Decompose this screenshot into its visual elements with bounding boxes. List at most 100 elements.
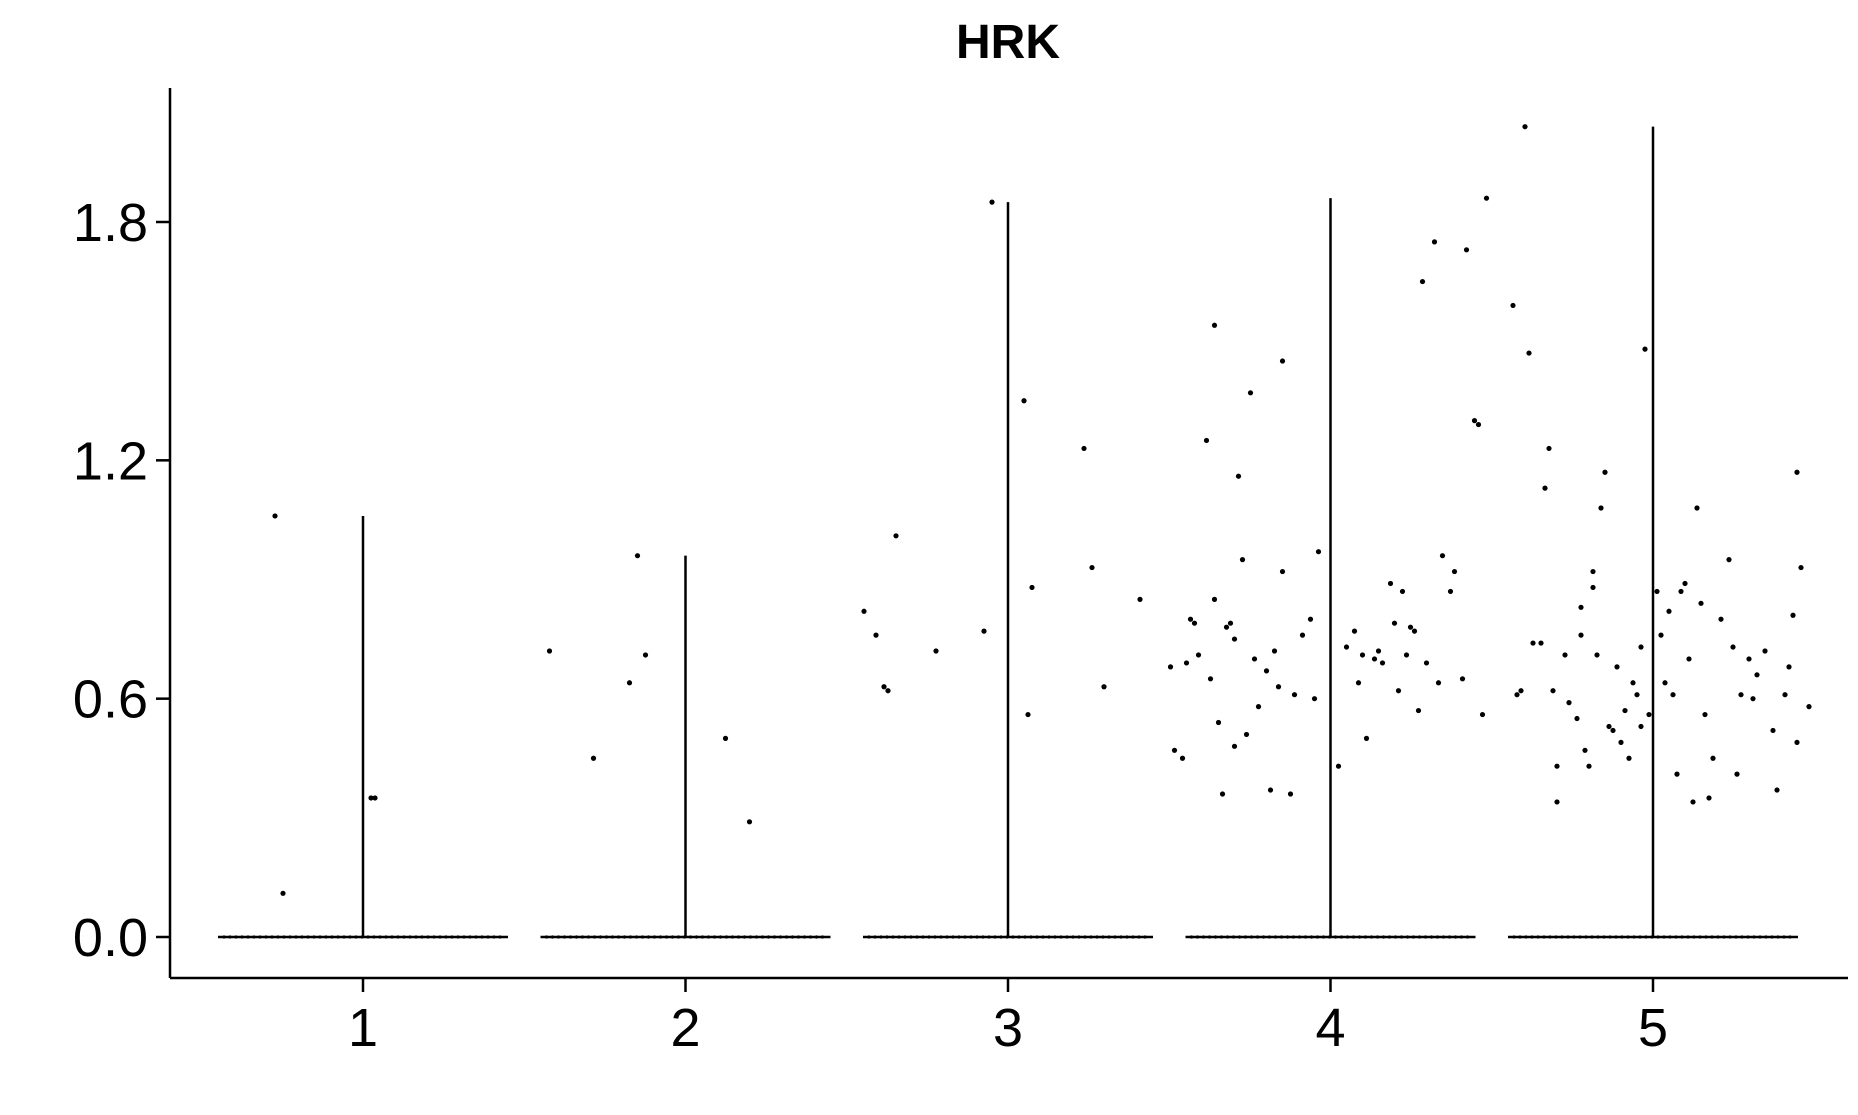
zero-point: [1125, 935, 1129, 939]
data-point: [1754, 672, 1760, 678]
data-point: [1195, 652, 1202, 658]
zero-point: [616, 935, 621, 939]
zero-point: [1243, 935, 1248, 939]
data-point: [1622, 707, 1628, 714]
data-point: [1363, 735, 1370, 741]
zero-point: [1357, 935, 1362, 939]
data-point: [1299, 632, 1306, 638]
zero-point: [288, 935, 292, 939]
data-point: [1343, 644, 1350, 650]
zero-point: [1752, 935, 1756, 939]
data-point: [1614, 664, 1620, 670]
zero-point: [963, 935, 967, 939]
zero-point: [1207, 935, 1212, 939]
data-point: [1782, 692, 1788, 698]
data-point: [634, 553, 641, 559]
data-point: [1702, 711, 1708, 718]
data-point: [1279, 358, 1286, 364]
data-point: [1694, 505, 1700, 511]
data-point: [1586, 763, 1592, 769]
data-point: [1590, 568, 1596, 575]
zero-point: [1369, 935, 1374, 939]
zero-point: [1524, 935, 1528, 939]
zero-point: [1297, 935, 1302, 939]
data-point: [1606, 723, 1612, 730]
zero-point: [1692, 935, 1696, 939]
zero-point: [730, 935, 735, 939]
zero-point: [1704, 935, 1708, 939]
zero-point: [228, 935, 232, 939]
zero-point: [1716, 935, 1720, 939]
zero-point: [658, 935, 663, 939]
zero-point: [796, 935, 801, 939]
zero-point: [1668, 935, 1672, 939]
zero-point: [1614, 935, 1618, 939]
data-point: [893, 533, 899, 539]
zero-point: [1089, 935, 1093, 939]
data-point: [1726, 557, 1732, 563]
zero-point: [444, 935, 448, 939]
data-point: [1235, 473, 1242, 479]
zero-point: [1530, 935, 1534, 939]
zero-point: [1017, 935, 1021, 939]
zero-point: [1518, 935, 1522, 939]
zero-point: [1345, 935, 1350, 939]
data-point: [1662, 680, 1668, 686]
zero-point: [1101, 935, 1105, 939]
data-point: [1291, 692, 1298, 698]
zero-point: [640, 935, 645, 939]
data-point: [885, 688, 891, 694]
zero-point: [1113, 935, 1117, 939]
zero-point: [748, 935, 753, 939]
zero-point: [336, 935, 340, 939]
zero-point: [1620, 935, 1624, 939]
zero-point: [814, 935, 819, 939]
data-point: [1578, 604, 1584, 610]
zero-point: [760, 935, 765, 939]
data-point: [1806, 704, 1812, 710]
zero-point: [354, 935, 358, 939]
zero-point: [1005, 935, 1009, 939]
zero-point: [1656, 935, 1660, 939]
zero-point: [1776, 935, 1780, 939]
data-point: [1690, 799, 1696, 805]
zero-point: [1065, 935, 1069, 939]
y-tick-label: 1.2: [73, 431, 148, 491]
zero-point: [1261, 935, 1266, 939]
data-point: [1794, 739, 1800, 745]
zero-point: [300, 935, 304, 939]
data-point: [1137, 596, 1143, 602]
data-point: [1786, 664, 1792, 670]
data-point: [1514, 692, 1520, 698]
zero-point: [1029, 935, 1033, 939]
zero-point: [420, 935, 424, 939]
zero-point: [1375, 935, 1380, 939]
zero-point: [396, 935, 400, 939]
data-point: [590, 755, 597, 761]
zero-point: [1722, 935, 1726, 939]
zero-point: [784, 935, 789, 939]
data-point: [1738, 692, 1744, 698]
data-point: [1674, 771, 1680, 777]
data-point: [1279, 568, 1286, 575]
zero-point: [1770, 935, 1774, 939]
zero-point: [1417, 935, 1422, 939]
zero-point: [1219, 935, 1224, 939]
zero-point: [808, 935, 813, 939]
zero-point: [246, 935, 250, 939]
zero-point: [1411, 935, 1416, 939]
data-point: [1554, 799, 1560, 805]
zero-point: [1137, 935, 1141, 939]
zero-point: [432, 935, 436, 939]
zero-point: [294, 935, 298, 939]
data-point: [1089, 564, 1095, 571]
data-point: [372, 795, 378, 801]
data-point: [861, 608, 867, 614]
zero-point: [1429, 935, 1434, 939]
zero-point: [258, 935, 262, 939]
zero-point: [1131, 935, 1135, 939]
data-point: [1526, 350, 1532, 356]
zero-point: [939, 935, 943, 939]
zero-point: [999, 935, 1003, 939]
